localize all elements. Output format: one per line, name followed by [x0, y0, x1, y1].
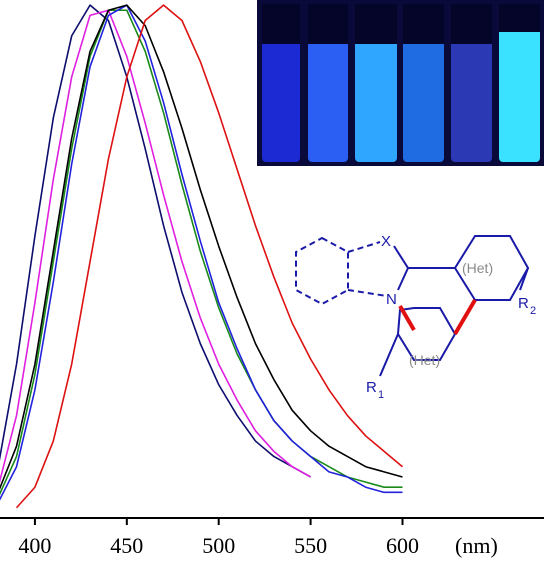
substituent-label: R [518, 295, 529, 312]
vial-cap [403, 4, 444, 44]
vial-photo [257, 0, 544, 166]
red-bond [398, 304, 416, 332]
x-tick-label: 600 [386, 533, 419, 558]
vial-cap [451, 4, 492, 44]
spectrum-line [15, 4, 404, 509]
vial-cap [499, 4, 540, 32]
structure [295, 235, 530, 377]
het-ring [396, 307, 457, 361]
vial-cap [308, 4, 348, 44]
spectrum-line [0, 4, 311, 478]
x-tick-label: 550 [294, 533, 327, 558]
substituent-subscript: 1 [378, 389, 384, 401]
dashed-bond [347, 241, 388, 297]
x-tick-label: 450 [110, 533, 143, 558]
x-tick-label: 400 [18, 533, 51, 558]
bond [519, 267, 529, 291]
vial [499, 4, 540, 162]
x-tick-label: 500 [202, 533, 235, 558]
substituent-subscript: 2 [530, 305, 536, 317]
spectrum-line [0, 9, 311, 484]
vial-cap [355, 4, 397, 44]
plot-area: 400 450 500 550 600 [0, 4, 544, 558]
atom-label: N [386, 291, 397, 308]
vial-cap [262, 4, 300, 44]
red-bond [453, 298, 477, 336]
spectrum-line [0, 4, 403, 490]
het-label: (Het) [409, 352, 440, 368]
x-axis-label: (nm) [455, 533, 498, 558]
het-label: (Het) [462, 260, 493, 276]
atom-label: X [381, 233, 391, 250]
dashed-ring [295, 236, 349, 306]
ring-bond [393, 245, 410, 291]
bond [379, 333, 399, 377]
spectrum-line [0, 9, 403, 496]
substituent-label: R [366, 379, 377, 396]
photo-background [257, 0, 544, 166]
spectrum-line [0, 4, 403, 501]
